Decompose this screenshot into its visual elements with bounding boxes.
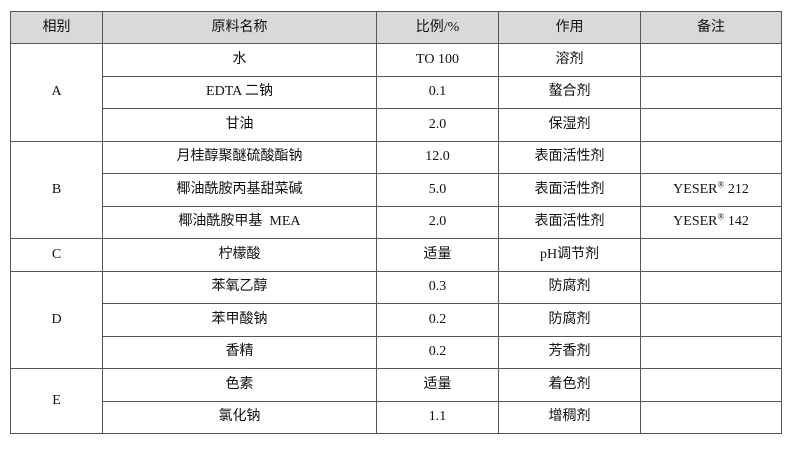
- ingredient-cell: 甘油: [102, 108, 377, 142]
- note-number: 142: [724, 214, 749, 230]
- table-row: D 苯氧乙醇 0.3 防腐剂: [10, 270, 782, 369]
- note-brand: YESER: [673, 214, 718, 230]
- header-function: 作用: [498, 11, 641, 44]
- ratio-cell: 0.2: [376, 303, 499, 337]
- header-ingredient: 原料名称: [102, 11, 377, 44]
- ingredient-cell: 色素: [102, 368, 377, 402]
- header-phase: 相别: [10, 11, 103, 44]
- phase-cell: A: [10, 43, 103, 142]
- formula-table: 相别 原料名称 比例/% 作用 备注 A 水 TO 100 溶剂 EDTA 二钠…: [10, 11, 782, 434]
- note-cell: [640, 108, 782, 142]
- function-cell: 防腐剂: [498, 303, 641, 337]
- ratio-cell: 0.1: [376, 75, 499, 109]
- function-cell: 着色剂: [498, 368, 641, 402]
- function-cell: 防腐剂: [498, 270, 641, 304]
- table-row: 椰油酰胺甲基 MEA 2.0 表面活性剂 YESER® 142: [11, 205, 782, 239]
- ratio-cell: 0.2: [376, 335, 499, 369]
- note-cell: [640, 75, 782, 109]
- function-cell: 溶剂: [498, 43, 641, 77]
- ratio-cell: 适量: [376, 238, 499, 272]
- note-brand: YESER: [673, 181, 718, 197]
- ratio-cell: 2.0: [376, 205, 499, 239]
- ingredient-cell: 椰油酰胺丙基甜菜碱: [102, 173, 377, 207]
- table-row: 氯化钠 1.1 增稠剂: [11, 400, 782, 434]
- table-row: C 柠檬酸 适量 pH调节剂: [10, 238, 782, 272]
- ingredient-cell: 香精: [102, 335, 377, 369]
- ratio-cell: 1.1: [376, 400, 499, 434]
- table-row: 香精 0.2 芳香剂: [11, 335, 782, 369]
- registered-mark: ®: [717, 211, 725, 222]
- function-cell: pH调节剂: [498, 238, 641, 272]
- phase-cell: B: [10, 140, 103, 239]
- note-cell: [640, 140, 782, 174]
- ingredient-cell: 椰油酰胺甲基 MEA: [102, 205, 377, 239]
- note-cell: [640, 303, 782, 337]
- ratio-cell: TO 100: [376, 43, 499, 77]
- note-cell: [640, 270, 782, 304]
- phase-cell: E: [10, 368, 103, 434]
- ratio-cell: 5.0: [376, 173, 499, 207]
- header-note: 备注: [640, 11, 782, 44]
- note-number: 212: [724, 181, 749, 197]
- note-cell: YESER® 212: [640, 173, 782, 207]
- ingredient-cell: 苯甲酸钠: [102, 303, 377, 337]
- function-cell: 螯合剂: [498, 75, 641, 109]
- ratio-cell: 适量: [376, 368, 499, 402]
- ratio-cell: 12.0: [376, 140, 499, 174]
- header-ratio: 比例/%: [376, 11, 499, 44]
- ingredient-cell: 月桂醇聚醚硫酸酯钠: [102, 140, 377, 174]
- table-row: 甘油 2.0 保湿剂: [11, 108, 782, 142]
- phase-cell: C: [10, 238, 103, 272]
- function-cell: 芳香剂: [498, 335, 641, 369]
- ratio-cell: 2.0: [376, 108, 499, 142]
- note-cell: [640, 238, 782, 272]
- note-cell: [640, 368, 782, 402]
- ingredient-cell: 氯化钠: [102, 400, 377, 434]
- table-row: B 月桂醇聚醚硫酸酯钠 12.0 表面活性剂: [10, 140, 782, 239]
- registered-mark: ®: [717, 179, 725, 190]
- ingredient-cell: 苯氧乙醇: [102, 270, 377, 304]
- ingredient-cell: 水: [102, 43, 377, 77]
- note-cell: YESER® 142: [640, 205, 782, 239]
- table-row: EDTA 二钠 0.1 螯合剂: [11, 75, 782, 109]
- function-cell: 表面活性剂: [498, 173, 641, 207]
- ratio-cell: 0.3: [376, 270, 499, 304]
- function-cell: 保湿剂: [498, 108, 641, 142]
- ingredient-cell: EDTA 二钠: [102, 75, 377, 109]
- table-row: 椰油酰胺丙基甜菜碱 5.0 表面活性剂 YESER® 212: [11, 173, 782, 207]
- function-cell: 增稠剂: [498, 400, 641, 434]
- phase-cell: D: [10, 270, 103, 369]
- note-cell: [640, 400, 782, 434]
- table-row: E 色素 适量 着色剂: [10, 368, 782, 434]
- function-cell: 表面活性剂: [498, 140, 641, 174]
- table-row: 苯甲酸钠 0.2 防腐剂: [11, 303, 782, 337]
- function-cell: 表面活性剂: [498, 205, 641, 239]
- note-cell: [640, 43, 782, 77]
- table-row: A 水 TO 100 溶剂: [10, 43, 782, 142]
- note-cell: [640, 335, 782, 369]
- ingredient-cell: 柠檬酸: [102, 238, 377, 272]
- header-row: 相别 原料名称 比例/% 作用 备注: [10, 11, 782, 44]
